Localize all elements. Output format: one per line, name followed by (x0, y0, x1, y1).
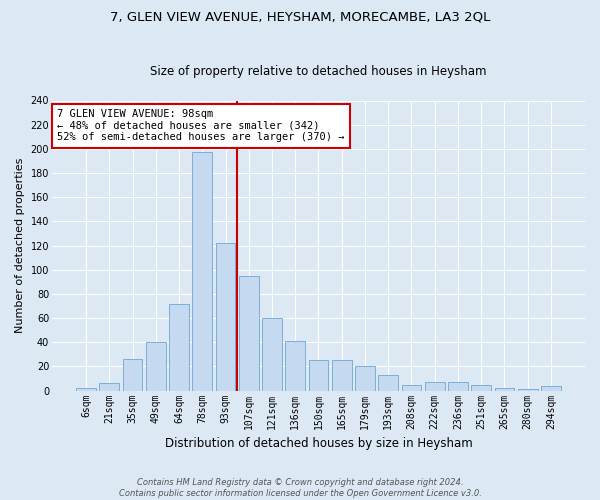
Bar (215, 243, 235, 390)
Y-axis label: Number of detached properties: Number of detached properties (15, 158, 25, 334)
Bar (425, 382, 445, 390)
Title: Size of property relative to detached houses in Heysham: Size of property relative to detached ho… (150, 66, 487, 78)
Bar (286, 341, 305, 390)
Bar (401, 384, 421, 390)
Text: Contains HM Land Registry data © Crown copyright and database right 2024.
Contai: Contains HM Land Registry data © Crown c… (119, 478, 481, 498)
Bar (332, 360, 352, 390)
Bar (541, 386, 561, 390)
Bar (146, 342, 166, 390)
Bar (100, 384, 119, 390)
Text: 7, GLEN VIEW AVENUE, HEYSHAM, MORECAMBE, LA3 2QL: 7, GLEN VIEW AVENUE, HEYSHAM, MORECAMBE,… (110, 10, 490, 23)
Bar (448, 382, 468, 390)
Bar (308, 360, 328, 390)
Bar (76, 388, 96, 390)
Bar (239, 276, 259, 390)
Bar (262, 318, 282, 390)
X-axis label: Distribution of detached houses by size in Heysham: Distribution of detached houses by size … (164, 437, 472, 450)
Text: 7 GLEN VIEW AVENUE: 98sqm
← 48% of detached houses are smaller (342)
52% of semi: 7 GLEN VIEW AVENUE: 98sqm ← 48% of detac… (57, 109, 345, 142)
Bar (193, 152, 212, 390)
Bar (379, 375, 398, 390)
Bar (169, 304, 189, 390)
Bar (471, 384, 491, 390)
Bar (355, 366, 375, 390)
Bar (122, 359, 142, 390)
Bar (494, 388, 514, 390)
